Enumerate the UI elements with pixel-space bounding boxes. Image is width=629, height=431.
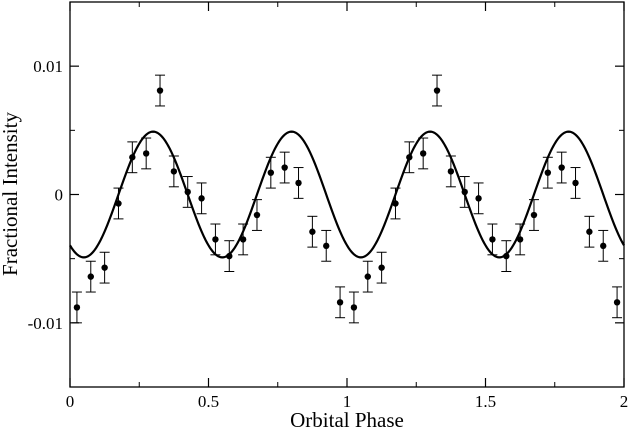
data-point (570, 167, 581, 199)
y-tick-label: -0.01 (28, 314, 63, 333)
data-point (113, 187, 124, 220)
model-curve-layer (69, 130, 625, 259)
data-point (71, 291, 82, 324)
data-point (598, 229, 609, 262)
data-point (335, 286, 346, 319)
plot-frame (69, 1, 625, 388)
point-marker (226, 252, 233, 260)
data-point (196, 182, 207, 215)
data-point (459, 176, 470, 208)
x-tick-label: 0.5 (198, 392, 219, 411)
data-point (473, 182, 484, 215)
point-marker (156, 87, 164, 94)
point-marker (101, 264, 108, 271)
data-point (238, 223, 249, 256)
point-marker (364, 273, 371, 280)
point-marker (433, 87, 441, 94)
axis-ticks-layer: 0 0.5 1 1.5 2 -0.01 0 0.01 (28, 2, 629, 411)
data-point (127, 141, 138, 174)
data-point (418, 137, 429, 170)
point-marker (447, 168, 455, 175)
data-point (321, 229, 332, 262)
data-point (556, 151, 567, 184)
data-point (155, 74, 166, 107)
data-point (376, 251, 387, 284)
data-point (362, 260, 373, 293)
point-marker (253, 211, 261, 219)
point-marker (489, 236, 496, 243)
data-point (168, 155, 179, 188)
point-marker (336, 299, 344, 306)
data-point (307, 215, 318, 248)
data-point (265, 156, 276, 189)
point-marker (350, 304, 358, 311)
point-marker (281, 164, 288, 171)
y-tick-label: 0 (55, 186, 64, 205)
point-marker (419, 150, 427, 157)
point-marker (323, 242, 330, 250)
point-marker (530, 211, 538, 219)
data-points-layer (71, 74, 623, 324)
point-marker (295, 179, 302, 187)
x-tick-label: 1.5 (475, 392, 496, 411)
data-point (515, 223, 526, 256)
data-point (224, 240, 235, 272)
point-marker (73, 304, 81, 311)
data-point (85, 260, 96, 293)
point-marker (309, 228, 316, 235)
data-point (182, 176, 193, 208)
point-marker (142, 150, 150, 157)
point-marker (613, 299, 621, 306)
point-marker (198, 195, 205, 202)
x-tick-label: 0 (66, 392, 75, 411)
point-marker (600, 242, 607, 250)
data-point (487, 223, 498, 256)
data-point (501, 240, 512, 272)
point-marker (475, 195, 482, 202)
point-marker (516, 236, 524, 243)
point-marker (461, 188, 468, 196)
data-point (542, 156, 553, 189)
data-point (584, 215, 595, 248)
data-point (279, 151, 290, 184)
data-point (528, 199, 539, 231)
data-point (445, 155, 456, 188)
x-axis-title: Orbital Phase (290, 408, 404, 431)
data-point (293, 167, 304, 199)
point-marker (406, 154, 413, 161)
data-point (612, 286, 623, 319)
point-marker (184, 188, 191, 196)
data-point (390, 187, 401, 220)
y-axis-title: Fractional Intensity (0, 112, 22, 276)
data-point (251, 199, 262, 231)
point-marker (267, 169, 275, 176)
data-point (348, 291, 359, 324)
point-marker (212, 236, 219, 243)
data-point (99, 251, 110, 284)
point-marker (558, 164, 565, 171)
x-tick-label: 2 (620, 392, 629, 411)
point-marker (170, 168, 178, 175)
y-tick-label: 0.01 (33, 57, 63, 76)
point-marker (115, 200, 122, 207)
data-point (210, 223, 221, 256)
point-marker (87, 273, 94, 280)
point-marker (586, 228, 593, 235)
point-marker (392, 200, 399, 207)
point-marker (129, 154, 136, 161)
point-marker (503, 252, 510, 260)
point-marker (239, 236, 247, 243)
point-marker (572, 179, 579, 187)
x-tick-label: 1 (343, 392, 352, 411)
point-marker (378, 264, 385, 271)
point-marker (544, 169, 552, 176)
data-point (404, 141, 415, 174)
data-point (141, 137, 152, 170)
data-point (432, 74, 443, 107)
model-curve (69, 130, 625, 259)
